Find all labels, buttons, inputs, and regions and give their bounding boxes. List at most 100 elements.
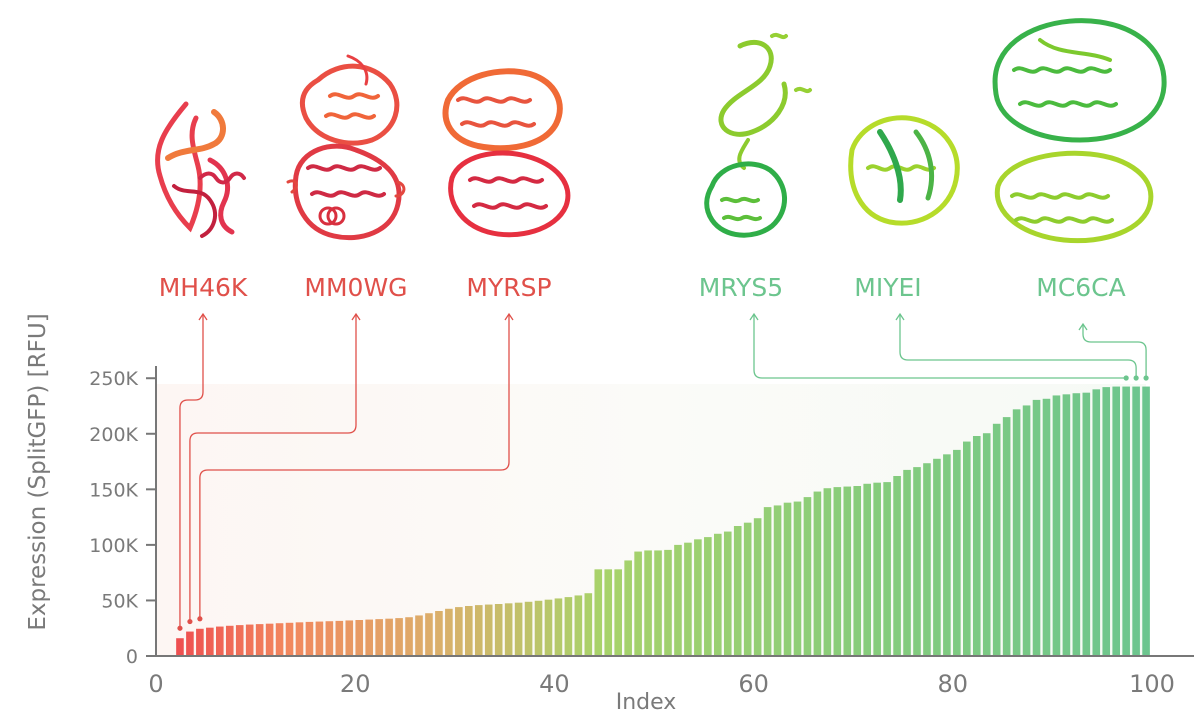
bar-40 bbox=[564, 597, 573, 656]
x-tick-label: 80 bbox=[938, 670, 969, 698]
bar-25 bbox=[415, 615, 423, 656]
bar-13 bbox=[295, 622, 304, 656]
bar-72 bbox=[883, 482, 891, 656]
bar-58 bbox=[743, 522, 752, 656]
bar-42 bbox=[584, 593, 593, 656]
annotation-leader-myrsp bbox=[199, 314, 510, 619]
x-axis-title: Index bbox=[616, 690, 677, 715]
bar-92 bbox=[1082, 392, 1091, 656]
bar-84 bbox=[1002, 417, 1011, 656]
bar-29 bbox=[455, 607, 463, 656]
annotation-marker-mm0wg bbox=[187, 618, 193, 625]
bar-55 bbox=[714, 533, 722, 656]
bar-17 bbox=[335, 620, 344, 656]
bar-44 bbox=[604, 569, 613, 656]
x-tick-label: 60 bbox=[738, 670, 769, 698]
bar-5 bbox=[216, 626, 224, 656]
bar-41 bbox=[574, 595, 583, 656]
bar-22 bbox=[385, 618, 393, 656]
bar-57 bbox=[733, 526, 742, 656]
protein-structure-mh46k-illustration bbox=[155, 101, 246, 238]
y-axis-title: Expression (SplitGFP) [RFU] bbox=[25, 313, 51, 630]
bar-61 bbox=[773, 505, 782, 656]
annotation-arrowhead bbox=[198, 312, 208, 321]
protein-label-mm0wg: MM0WG bbox=[304, 273, 407, 302]
bar-32 bbox=[484, 604, 493, 656]
bar-48 bbox=[644, 550, 652, 656]
protein-label-mrys5: MRYS5 bbox=[699, 273, 783, 302]
bar-73 bbox=[893, 476, 901, 656]
bar-7 bbox=[235, 625, 244, 656]
y-tick-label: 50K bbox=[101, 590, 138, 612]
bar-52 bbox=[684, 542, 692, 656]
bar-63 bbox=[793, 501, 802, 656]
bar-45 bbox=[614, 569, 622, 656]
bar-38 bbox=[544, 599, 553, 656]
annotation-leader-miyei bbox=[899, 314, 1137, 378]
bar-3 bbox=[196, 628, 204, 656]
protein-structure-miyei-illustration bbox=[848, 115, 960, 226]
bar-27 bbox=[435, 611, 443, 656]
bar-60 bbox=[763, 507, 772, 656]
y-tick-label: 200K bbox=[89, 424, 138, 446]
bar-69 bbox=[853, 486, 862, 656]
y-tick-label: 0 bbox=[126, 646, 138, 668]
bar-36 bbox=[524, 601, 533, 656]
bar-47 bbox=[634, 551, 642, 656]
bar-90 bbox=[1062, 394, 1071, 656]
x-tick-label: 40 bbox=[539, 670, 570, 698]
annotation-marker-mh46k bbox=[177, 625, 183, 631]
annotation-arrowhead bbox=[504, 312, 514, 321]
bar-87 bbox=[1032, 399, 1041, 656]
bar-23 bbox=[395, 618, 403, 656]
bar-33 bbox=[494, 604, 503, 656]
bar-12 bbox=[285, 622, 294, 656]
bar-88 bbox=[1042, 398, 1051, 656]
bar-51 bbox=[674, 544, 682, 656]
bar-50 bbox=[664, 549, 672, 656]
x-tick-label: 100 bbox=[1129, 670, 1175, 698]
bar-56 bbox=[723, 531, 732, 656]
bar-79 bbox=[953, 449, 961, 656]
y-tick-label: 150K bbox=[89, 479, 138, 501]
annotation-marker-mrys5 bbox=[1123, 375, 1129, 381]
annotation-arrowhead bbox=[1078, 322, 1088, 331]
bar-65 bbox=[813, 491, 822, 656]
bar-1 bbox=[176, 638, 184, 656]
bar-94 bbox=[1102, 387, 1111, 656]
bar-14 bbox=[305, 621, 314, 656]
annotation-arrowhead bbox=[351, 312, 361, 321]
bar-9 bbox=[255, 624, 264, 656]
bar-76 bbox=[923, 463, 931, 656]
bar-75 bbox=[913, 467, 921, 656]
bar-81 bbox=[972, 436, 981, 656]
bar-74 bbox=[903, 469, 911, 656]
bar-89 bbox=[1052, 395, 1061, 656]
bar-67 bbox=[833, 487, 842, 656]
protein-structure-mrys5-illustration bbox=[704, 32, 812, 238]
bar-6 bbox=[225, 625, 234, 656]
bar-97 bbox=[1132, 386, 1140, 656]
bar-35 bbox=[514, 602, 523, 656]
bar-26 bbox=[425, 613, 433, 656]
bar-2 bbox=[186, 631, 194, 656]
bar-43 bbox=[594, 569, 603, 656]
bar-82 bbox=[982, 433, 991, 656]
bar-85 bbox=[1012, 409, 1021, 656]
bar-10 bbox=[265, 623, 274, 656]
protein-structure-mm0wg-illustration bbox=[286, 54, 406, 241]
bar-68 bbox=[843, 486, 852, 656]
annotation-marker-myrsp bbox=[197, 616, 203, 622]
bar-66 bbox=[823, 488, 832, 656]
bar-80 bbox=[963, 441, 971, 656]
protein-label-mc6ca: MC6CA bbox=[1036, 273, 1126, 302]
bar-78 bbox=[943, 454, 951, 656]
bar-53 bbox=[694, 539, 702, 656]
bar-96 bbox=[1122, 386, 1130, 656]
annotation-leader-mrys5 bbox=[753, 314, 1127, 379]
bar-34 bbox=[504, 603, 513, 656]
x-tick-label: 20 bbox=[340, 670, 371, 698]
bar-70 bbox=[863, 483, 871, 656]
protein-structure-myrsp-illustration bbox=[442, 68, 571, 238]
